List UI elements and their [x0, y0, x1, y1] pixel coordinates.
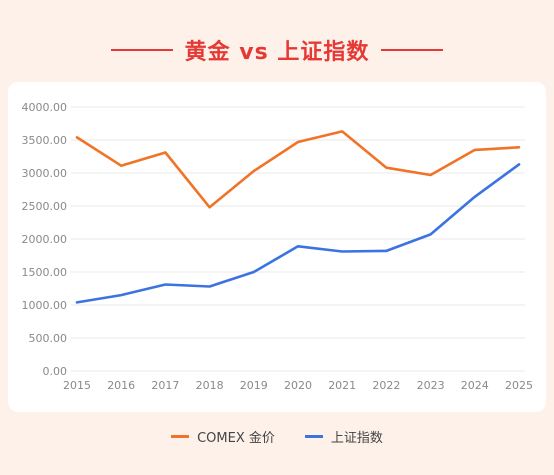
- y-tick-label: 4000.00: [22, 101, 68, 114]
- line-chart: 0.00 500.00 1000.00 1500.00 2000.00 2500.00 30…: [22, 101, 534, 392]
- chart-card: 0.00 500.00 1000.00 1500.00 2000.00 2500.00 30…: [8, 82, 546, 412]
- series-line-sse: [75, 163, 521, 304]
- x-tick-label: 2017: [151, 379, 179, 392]
- y-tick-label: 500.00: [29, 332, 68, 345]
- legend-label-sse: 上证指数: [330, 430, 383, 446]
- chart-title: 黄金 vs 上证指数: [184, 40, 370, 65]
- x-tick-label: 2025: [505, 379, 533, 392]
- legend-swatch-gold: [171, 434, 190, 438]
- x-tick-label: 2024: [461, 379, 489, 392]
- title-decoration-left: [110, 49, 173, 51]
- x-tick-label: 2015: [63, 379, 91, 392]
- legend: COMEX 金价 上证指数: [0, 424, 554, 448]
- legend-label-gold: COMEX 金价: [197, 430, 275, 446]
- x-tick-label: 2021: [328, 379, 356, 392]
- series-line-gold: [75, 130, 521, 209]
- x-tick-label: 2018: [196, 379, 224, 392]
- title-decoration-right: [381, 49, 444, 51]
- legend-item-gold: COMEX 金价: [171, 427, 275, 446]
- y-tick-label: 0.00: [43, 365, 68, 378]
- x-tick-label: 2019: [240, 379, 268, 392]
- y-tick-label: 2000.00: [22, 233, 68, 246]
- legend-item-sse: 上证指数: [304, 427, 383, 446]
- y-tick-label: 3500.00: [22, 134, 68, 147]
- legend-swatch-sse: [304, 434, 323, 438]
- y-tick-label: 2500.00: [22, 200, 68, 213]
- x-tick-label: 2020: [284, 379, 312, 392]
- x-tick-label: 2022: [372, 379, 400, 392]
- x-tick-label: 2016: [107, 379, 135, 392]
- y-tick-label: 3000.00: [22, 167, 68, 180]
- x-tick-label: 2023: [417, 379, 445, 392]
- chart-title-bar: 黄金 vs 上证指数: [0, 30, 554, 70]
- y-tick-label: 1000.00: [22, 299, 68, 312]
- y-tick-label: 1500.00: [22, 266, 68, 279]
